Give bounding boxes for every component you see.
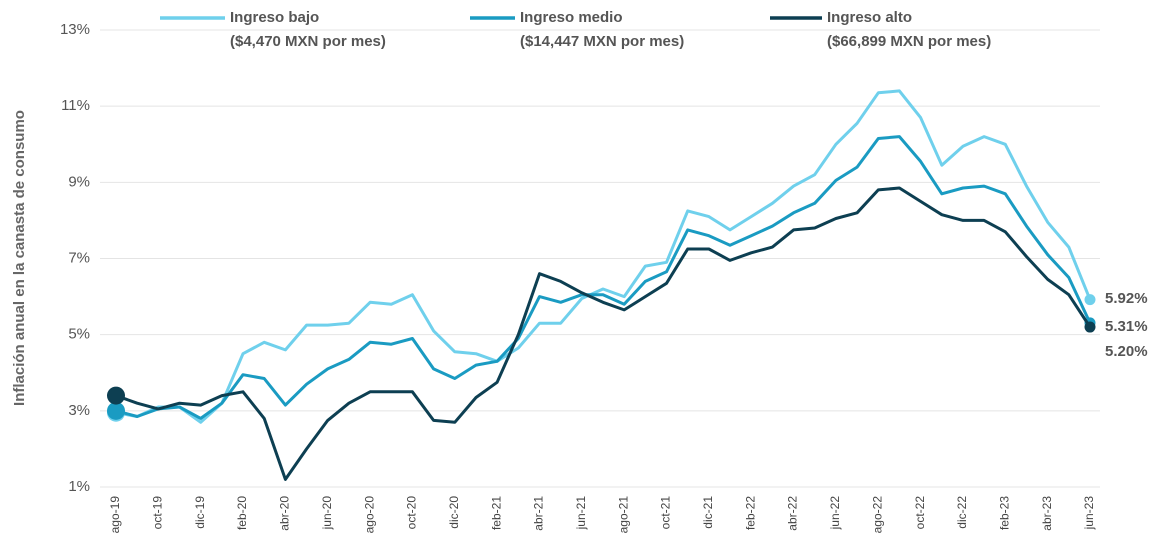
x-tick-label: abr-23 [1040,496,1054,531]
x-tick-label: feb-21 [489,496,503,530]
end-marker [1084,321,1096,333]
y-tick-label: 13% [60,21,90,38]
x-tick-label: oct-21 [659,496,673,530]
x-tick-label: ago-19 [108,496,122,534]
x-tick-label: jun-20 [320,496,334,531]
x-tick-label: dic-20 [447,496,461,529]
series-line [115,186,1092,481]
start-marker [107,386,125,405]
y-tick-label: 7% [68,249,90,266]
x-tick-label: oct-22 [913,496,927,530]
x-tick-label: dic-21 [701,496,715,529]
x-tick-label: abr-22 [786,496,800,531]
legend-detail: ($4,470 MXN por mes) [230,33,386,50]
x-tick-label: feb-22 [743,496,757,530]
x-tick-label: jun-21 [574,496,588,531]
legend-detail: ($14,447 MXN por mes) [520,33,684,50]
x-tick-label: feb-23 [997,496,1011,530]
legend-detail: ($66,899 MXN por mes) [827,33,991,50]
x-tick-label: dic-19 [193,496,207,529]
x-tick-label: oct-19 [151,496,165,530]
x-tick-label: oct-20 [405,496,419,530]
legend-label: Ingreso bajo [230,9,319,26]
y-tick-label: 1% [68,478,90,495]
x-tick-label: jun-23 [1082,496,1096,531]
x-tick-label: ago-21 [616,496,630,534]
y-tick-label: 11% [61,97,90,114]
y-tick-label: 5% [68,326,90,343]
x-tick-label: dic-22 [955,496,969,529]
end-marker [1084,294,1096,306]
y-tick-label: 9% [68,173,90,190]
value-label: 5.20% [1105,343,1148,360]
series-line [115,135,1092,420]
x-tick-label: abr-21 [532,496,546,531]
x-tick-label: jun-22 [828,496,842,531]
y-tick-label: 3% [68,402,90,419]
x-tick-label: feb-20 [235,496,249,530]
start-marker [107,401,125,420]
value-label: 5.92% [1105,290,1148,307]
legend-label: Ingreso medio [520,9,623,26]
x-tick-label: ago-22 [870,496,884,534]
legend-label: Ingreso alto [827,9,912,26]
x-tick-label: ago-20 [362,496,376,534]
x-tick-label: abr-20 [278,496,292,531]
value-label: 5.31% [1105,318,1148,335]
series-line [115,89,1092,424]
y-axis-label: Inflación anual en la canasta de consumo [11,110,28,406]
